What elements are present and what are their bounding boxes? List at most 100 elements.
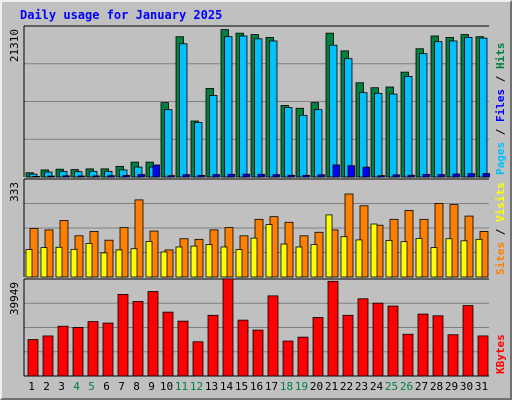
visits-ymax-label: 333 xyxy=(8,182,21,202)
x-tick-label: 1 xyxy=(28,380,35,393)
files-bar xyxy=(449,40,458,178)
x-tick-label: 9 xyxy=(148,380,155,393)
pages-bar xyxy=(77,175,85,178)
sites-bar xyxy=(55,246,63,278)
pages-bar xyxy=(62,175,70,178)
files-bar xyxy=(389,93,398,178)
pages-bar xyxy=(467,173,475,178)
files-bar xyxy=(479,37,488,178)
kbytes-bar xyxy=(117,294,129,377)
pages-bar xyxy=(362,166,370,178)
x-tick-label: 4 xyxy=(73,380,80,393)
sites-bar xyxy=(325,214,333,278)
x-tick-label: 3 xyxy=(58,380,65,393)
sites-bar xyxy=(280,243,288,278)
x-tick-label: 31 xyxy=(475,380,488,393)
files-bar xyxy=(269,40,278,178)
x-tick-label: 23 xyxy=(355,380,368,393)
sites-bar xyxy=(235,249,243,278)
x-tick-label: 24 xyxy=(370,380,384,393)
kbytes-bar xyxy=(177,320,189,377)
pages-bar xyxy=(287,174,295,178)
sites-bar xyxy=(370,223,378,278)
sites-bar xyxy=(385,240,393,278)
x-tick-label: 18 xyxy=(280,380,293,393)
pages-bar xyxy=(152,164,160,178)
sites-bar xyxy=(145,240,153,278)
files-bar xyxy=(284,107,293,178)
chart-title: Daily usage for January 2025 xyxy=(20,8,223,22)
pages-bar xyxy=(317,174,325,178)
kbytes-bar xyxy=(207,314,219,377)
sites-bar xyxy=(445,238,453,278)
kbytes-bar xyxy=(222,278,234,377)
visits-bar xyxy=(434,203,444,278)
panel-kbytes: 39949 KBytes xyxy=(8,278,507,377)
pages-bar xyxy=(92,175,100,178)
sites-bar xyxy=(85,243,93,278)
kbytes-bar xyxy=(462,305,474,377)
sites-bar xyxy=(295,246,303,278)
kbytes-bar xyxy=(267,295,279,377)
kbytes-bar xyxy=(432,315,444,377)
kbytes-bar xyxy=(387,305,399,377)
legend-visits: Visits xyxy=(494,182,507,222)
files-bar xyxy=(329,44,338,178)
sites-bar xyxy=(460,240,468,278)
sites-bar xyxy=(115,249,123,278)
kbytes-bar xyxy=(477,335,489,377)
pages-bar xyxy=(107,175,115,178)
sites-bar xyxy=(160,251,168,278)
x-tick-label: 26 xyxy=(400,380,413,393)
pages-bar xyxy=(272,174,280,178)
x-tick-label: 13 xyxy=(205,380,218,393)
pages-bar xyxy=(377,175,385,178)
sites-bar xyxy=(25,249,33,278)
panel-visits: 333 Sites / Visits xyxy=(8,178,507,278)
x-tick-label: 6 xyxy=(103,380,110,393)
x-tick-label: 14 xyxy=(220,380,234,393)
legend-kbytes: KBytes xyxy=(494,334,507,374)
pages-bar xyxy=(332,164,340,178)
kbytes-bar xyxy=(87,321,99,377)
sites-bar xyxy=(355,239,363,278)
pages-bar xyxy=(437,174,445,178)
kbytes-bar xyxy=(447,334,459,377)
kbytes-bar xyxy=(57,325,69,377)
pages-bar xyxy=(137,174,145,178)
kbytes-bar xyxy=(357,298,369,377)
sites-bar xyxy=(475,238,483,278)
kbytes-bar xyxy=(417,313,429,377)
kbytes-bar xyxy=(42,335,54,377)
files-bar xyxy=(299,114,308,178)
files-bar xyxy=(224,36,233,178)
legend-sites: Sites xyxy=(494,242,507,275)
kbytes-bar xyxy=(372,302,384,377)
kbytes-bar xyxy=(402,333,414,377)
sites-bar xyxy=(415,238,423,278)
kbytes-bar xyxy=(147,291,159,377)
sites-bar xyxy=(100,252,108,278)
kbytes-bar xyxy=(192,341,204,377)
pages-bar xyxy=(47,175,55,178)
kbytes-bar xyxy=(297,336,309,377)
pages-bar xyxy=(482,173,490,178)
sites-bar xyxy=(190,245,198,278)
x-tick-label: 5 xyxy=(88,380,95,393)
legend-hits: Hits xyxy=(494,43,507,70)
files-bar xyxy=(209,95,218,178)
visits-bar xyxy=(344,193,354,278)
sites-bar xyxy=(340,236,348,278)
pages-bar xyxy=(257,173,265,178)
kbytes-bar xyxy=(72,327,84,377)
kbytes-bar xyxy=(162,311,174,377)
visits-bar xyxy=(134,199,144,278)
x-tick-label: 25 xyxy=(385,380,398,393)
pages-bar xyxy=(167,175,175,178)
hits-ymax-label: 21310 xyxy=(8,29,21,62)
sites-bar xyxy=(220,246,228,278)
legend-files: Files xyxy=(494,89,507,122)
files-bar xyxy=(359,92,368,178)
